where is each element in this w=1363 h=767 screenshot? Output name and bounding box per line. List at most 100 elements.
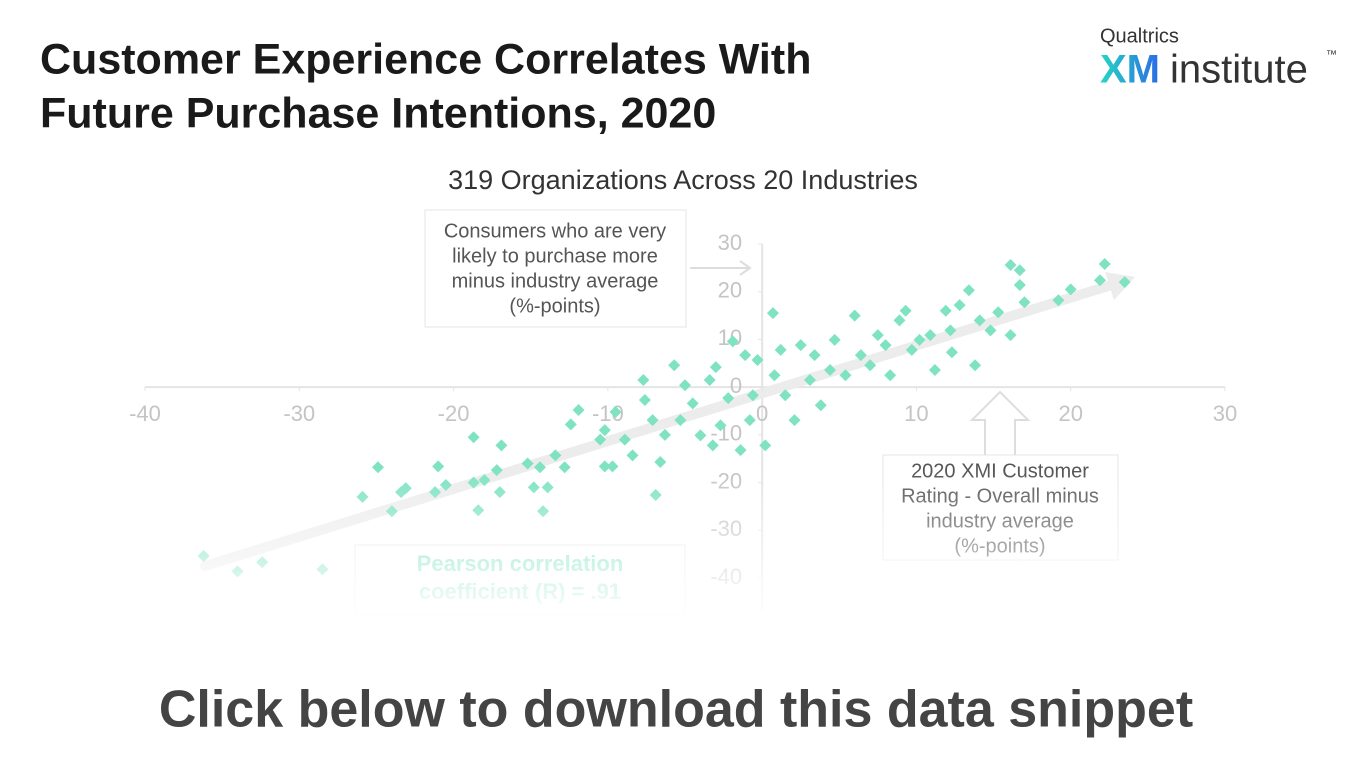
point [598, 460, 611, 473]
point [598, 424, 611, 437]
point [637, 373, 650, 386]
x-tick-label: -40 [129, 401, 161, 426]
x-tick-label: -30 [283, 401, 315, 426]
point [674, 414, 687, 427]
y-label: (%-points) [509, 295, 600, 317]
logo-word: institute [1170, 48, 1308, 92]
point [814, 399, 827, 412]
point [694, 429, 707, 442]
point [824, 363, 837, 376]
point [839, 369, 852, 382]
point [984, 324, 997, 337]
x-tick-label: -20 [438, 401, 470, 426]
point [768, 369, 781, 382]
y-label: minus industry average [452, 270, 659, 292]
point [646, 414, 659, 427]
point [766, 307, 779, 320]
point [709, 361, 722, 374]
y-tick-label: 10 [718, 325, 742, 350]
point [828, 333, 841, 346]
point [654, 456, 667, 469]
call-to-action[interactable]: Click below to download this data snippe… [159, 681, 1193, 739]
y-tick-label: 0 [730, 373, 742, 398]
point [594, 433, 607, 446]
x-tick-label: 20 [1058, 401, 1082, 426]
point [899, 304, 912, 317]
point [746, 389, 759, 402]
point [658, 428, 671, 441]
point [928, 363, 941, 376]
point [638, 394, 651, 407]
point [668, 359, 681, 372]
point [808, 349, 821, 362]
point [944, 324, 957, 337]
point [734, 444, 747, 457]
point [1018, 296, 1031, 309]
point [774, 343, 787, 356]
point [924, 329, 937, 342]
point [759, 439, 772, 452]
point [913, 333, 926, 346]
point [1004, 258, 1017, 271]
point [618, 433, 631, 446]
point [848, 309, 861, 322]
point [939, 304, 952, 317]
point [992, 306, 1005, 319]
logo-trademark: ™ [1326, 49, 1337, 61]
point [703, 373, 716, 386]
title: Future Purchase Intentions, 2020 [40, 89, 716, 137]
point [1013, 264, 1026, 277]
point [1094, 274, 1107, 287]
point [467, 431, 480, 444]
point [726, 335, 739, 348]
subtitle: 319 Organizations Across 20 Industries [448, 165, 918, 195]
point [969, 359, 982, 372]
point [953, 299, 966, 312]
point [751, 353, 764, 366]
point [1052, 294, 1065, 307]
x-tick-label: 10 [904, 401, 928, 426]
y-label: likely to purchase more [452, 245, 658, 267]
point [706, 439, 719, 452]
point [1004, 329, 1017, 342]
logo-mark: XM [1100, 48, 1160, 92]
logo-brand: Qualtrics [1100, 25, 1179, 47]
point [879, 339, 892, 352]
point [884, 369, 897, 382]
fade-overlay [0, 470, 1363, 645]
point [1098, 258, 1111, 271]
point [739, 349, 752, 362]
point [871, 329, 884, 342]
point [1064, 283, 1077, 296]
point [609, 405, 622, 418]
point [854, 349, 867, 362]
point [803, 373, 816, 386]
point [606, 460, 619, 473]
point [743, 414, 756, 427]
y-tick-label: 20 [718, 278, 742, 303]
point [626, 449, 639, 462]
point [973, 314, 986, 327]
y-label-arrow [690, 260, 752, 276]
point [722, 392, 735, 405]
point [788, 414, 801, 427]
plot: -40-30-20-100102030-40-30-20-100102030Co… [0, 209, 1363, 645]
y-label-box [424, 209, 687, 328]
point [549, 449, 562, 462]
point [495, 439, 508, 452]
y-tick-label: 30 [718, 230, 742, 255]
y-label: Consumers who are very [444, 220, 666, 242]
point [679, 379, 691, 392]
point [686, 397, 699, 410]
x-tick-label: 30 [1213, 401, 1237, 426]
point [779, 389, 792, 402]
point [794, 339, 807, 352]
x-label-arrow [969, 390, 1031, 455]
point [905, 343, 918, 356]
point [432, 460, 445, 473]
point [1013, 279, 1026, 292]
point [864, 359, 877, 372]
trend-arrow-head [1105, 272, 1135, 300]
point [1118, 276, 1131, 289]
